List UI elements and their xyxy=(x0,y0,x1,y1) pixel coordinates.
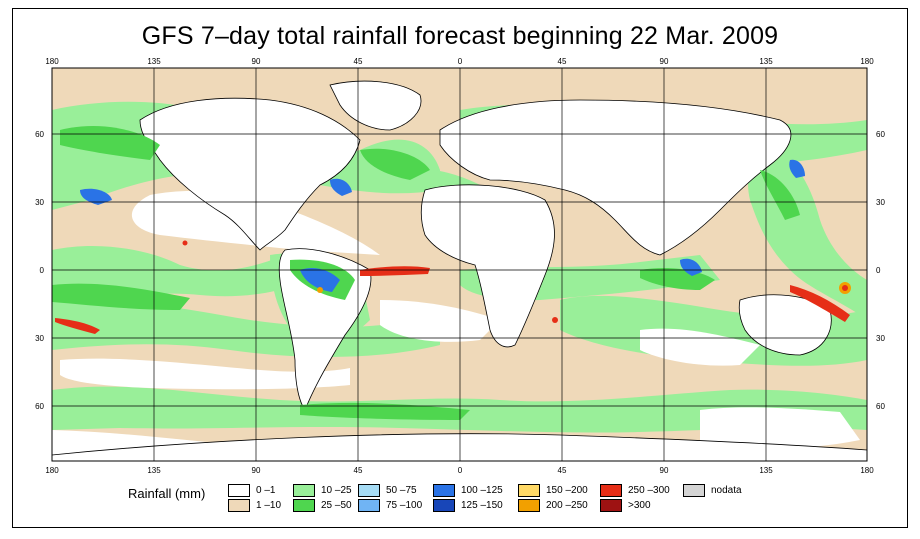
legend-label: 1 –10 xyxy=(256,500,282,511)
lon-tick-label: 135 xyxy=(147,57,161,66)
legend-swatch xyxy=(683,484,705,497)
lon-tick-label: 180 xyxy=(860,57,874,66)
lat-tick-label: 30 xyxy=(35,198,44,207)
legend-swatch xyxy=(600,499,622,512)
lat-tick-label: 60 xyxy=(35,402,44,411)
legend-label: 25 –50 xyxy=(321,500,352,511)
rainfall-field xyxy=(52,80,867,461)
legend-label: 75 –100 xyxy=(386,500,423,511)
lon-tick-label: 45 xyxy=(558,466,567,475)
lat-tick-label: 60 xyxy=(876,402,885,411)
legend-swatch xyxy=(518,499,540,512)
legend-label: 125 –150 xyxy=(461,500,503,511)
legend-label: nodata xyxy=(711,485,742,496)
lon-tick-label: 0 xyxy=(458,57,463,66)
extreme-rain-areas xyxy=(55,240,851,334)
lon-tick-label: 135 xyxy=(759,466,773,475)
map-border xyxy=(51,67,868,462)
heavy-rain-areas xyxy=(80,159,805,292)
lat-tick-label: 0 xyxy=(40,266,45,275)
legend-swatch xyxy=(228,484,250,497)
latitude-labels-left: 60 30 0 30 60 xyxy=(35,130,44,411)
longitude-labels-bottom: 180 135 90 45 0 45 90 135 180 xyxy=(45,466,874,475)
lon-tick-label: 90 xyxy=(660,466,669,475)
graticule xyxy=(52,68,867,461)
legend-swatch xyxy=(293,484,315,497)
legend-swatch xyxy=(358,499,380,512)
map-title: GFS 7–day total rainfall forecast beginn… xyxy=(141,22,779,50)
lon-tick-label: 90 xyxy=(660,57,669,66)
lon-tick-label: 45 xyxy=(354,57,363,66)
legend-label: >300 xyxy=(628,500,651,511)
eurasia xyxy=(439,99,792,256)
lat-tick-label: 30 xyxy=(876,198,885,207)
lat-tick-label: 60 xyxy=(876,130,885,139)
legend-label: 10 –25 xyxy=(321,485,352,496)
lon-tick-label: 0 xyxy=(458,466,463,475)
figure-frame xyxy=(12,8,908,528)
lon-tick-label: 180 xyxy=(45,466,59,475)
legend-swatch xyxy=(293,499,315,512)
legend-swatch xyxy=(600,484,622,497)
lon-tick-label: 90 xyxy=(252,57,261,66)
legend-swatch xyxy=(433,499,455,512)
lon-tick-label: 45 xyxy=(354,466,363,475)
legend-label: 100 –125 xyxy=(461,485,503,496)
north-america xyxy=(139,97,361,251)
legend-title: Rainfall (mm) xyxy=(128,486,206,501)
latitude-labels-right: 60 30 0 30 60 xyxy=(876,130,885,411)
legend-swatch xyxy=(433,484,455,497)
longitude-labels-top: 180 135 90 45 0 45 90 135 180 xyxy=(45,57,874,66)
lat-tick-label: 30 xyxy=(35,334,44,343)
legend-label: 50 –75 xyxy=(386,485,417,496)
legend-label: 150 –200 xyxy=(546,485,588,496)
lon-tick-label: 135 xyxy=(147,466,161,475)
australia xyxy=(738,294,832,356)
legend-swatch xyxy=(228,499,250,512)
legend-label: 200 –250 xyxy=(546,500,588,511)
moderate-rain-areas xyxy=(52,125,800,420)
lat-tick-label: 60 xyxy=(35,130,44,139)
legend-swatch xyxy=(358,484,380,497)
legend-swatch xyxy=(518,484,540,497)
lon-tick-label: 180 xyxy=(860,466,874,475)
africa xyxy=(420,184,555,348)
lat-tick-label: 0 xyxy=(876,266,881,275)
legend-label: 0 –1 xyxy=(256,485,276,496)
lat-tick-label: 30 xyxy=(876,334,885,343)
lon-tick-label: 90 xyxy=(252,466,261,475)
lon-tick-label: 45 xyxy=(558,57,567,66)
lon-tick-label: 135 xyxy=(759,57,773,66)
legend-label: 250 –300 xyxy=(628,485,670,496)
lon-tick-label: 180 xyxy=(45,57,59,66)
